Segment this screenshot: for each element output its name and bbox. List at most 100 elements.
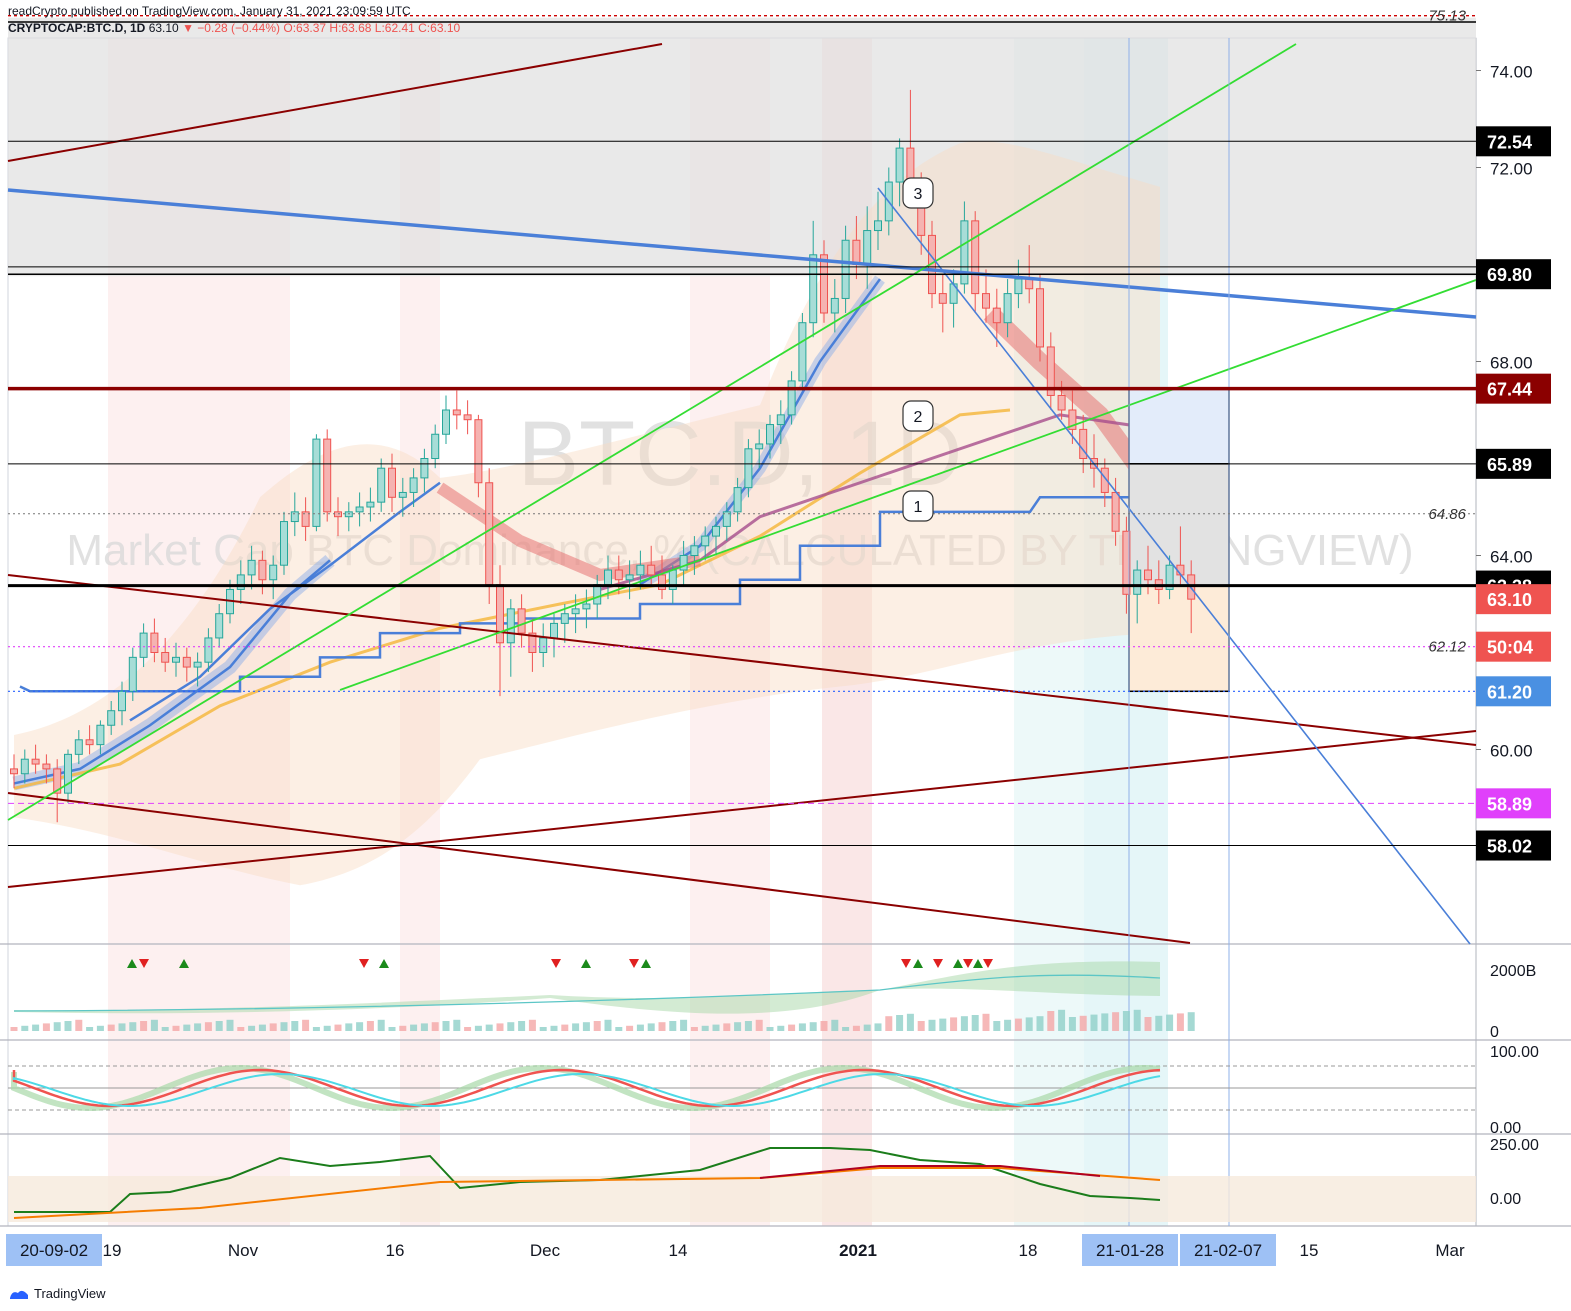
- osc-red-line: [759, 1165, 1101, 1179]
- price-label-text: 58.89: [1487, 794, 1532, 814]
- candle: [874, 191, 882, 250]
- signal-up-icon: [581, 959, 591, 968]
- volume-bar: [474, 1025, 482, 1031]
- volume-bar: [896, 1015, 904, 1031]
- wave-label-box: [902, 177, 934, 209]
- volume-bar: [96, 1025, 104, 1031]
- wave-label-box: [902, 490, 934, 522]
- volume-bar: [539, 1027, 547, 1031]
- candle: [517, 594, 526, 648]
- candle-body: [355, 506, 364, 513]
- time-highlight-label: 20-09-02: [20, 1241, 88, 1260]
- candle-body: [193, 661, 202, 668]
- footer-brand[interactable]: TradingView: [8, 1286, 106, 1301]
- candle: [658, 555, 666, 600]
- volume-bar: [820, 1021, 828, 1031]
- candle-body: [323, 438, 332, 513]
- price-label-text: 65.89: [1487, 455, 1532, 475]
- volume-cloud: [14, 961, 1160, 1014]
- candle: [409, 468, 418, 507]
- candle: [420, 448, 429, 493]
- stoch-d-line: [12, 1068, 1161, 1108]
- candle: [20, 749, 29, 784]
- signal-down-icon: [963, 959, 973, 968]
- candle-body: [776, 414, 785, 426]
- candle-body: [10, 768, 18, 775]
- volume-tick-label: 0: [1490, 1024, 1499, 1041]
- candle-body: [863, 230, 872, 266]
- wave-labels: 1 2 3: [902, 177, 934, 522]
- candle-body: [377, 467, 386, 503]
- grid-lines: [0, 37, 1571, 1227]
- candle: [474, 414, 483, 498]
- candle-body: [172, 656, 180, 663]
- candle-body: [593, 584, 602, 605]
- candle: [506, 599, 515, 677]
- candle: [776, 400, 785, 444]
- candle: [452, 390, 461, 430]
- volume-bar: [917, 1021, 925, 1031]
- candle-body: [280, 521, 288, 566]
- drawing-overlays: [8, 17, 1476, 886]
- candle-body: [398, 491, 407, 498]
- candle: [182, 647, 191, 682]
- stoch-signal-line: [13, 1072, 1161, 1108]
- volume-bar: [302, 1019, 310, 1031]
- volume-bar: [550, 1025, 558, 1031]
- price-change: −0.28 (−0.44%): [197, 21, 281, 35]
- candle: [323, 429, 332, 522]
- candle: [31, 744, 40, 774]
- candle-body: [388, 467, 396, 498]
- signal-up-icon: [953, 959, 963, 968]
- volume-bar: [669, 1021, 677, 1031]
- volume-bar: [86, 1027, 94, 1031]
- candle: [766, 414, 774, 459]
- signal-down-icon: [551, 959, 561, 968]
- volume-bar: [1068, 1017, 1076, 1031]
- inline-level-label: 62.12: [1428, 639, 1466, 656]
- volume-bar: [582, 1022, 590, 1031]
- trendline-mid-dark: [7, 574, 1477, 746]
- candle: [85, 725, 94, 755]
- candle: [10, 754, 18, 789]
- candle-body: [269, 564, 278, 581]
- candle: [463, 400, 472, 435]
- candle-body: [701, 535, 710, 547]
- signal-down-icon: [629, 959, 639, 968]
- trendline-rising-dark: [7, 730, 1477, 888]
- candle-body: [787, 380, 796, 416]
- candle-body: [1133, 569, 1142, 595]
- candle-body: [128, 656, 137, 692]
- volume-bar: [809, 1022, 817, 1031]
- volume-bar: [356, 1022, 364, 1031]
- volume-bar: [1090, 1014, 1098, 1031]
- candle-body: [474, 419, 483, 484]
- candle: [571, 594, 580, 634]
- volume-bar: [280, 1022, 288, 1031]
- ma-line-purple: [599, 413, 1161, 591]
- candle-body: [161, 652, 170, 663]
- time-highlight-box: [1082, 1234, 1178, 1266]
- candle-body: [938, 293, 947, 304]
- wave-label-text: 2: [914, 409, 923, 426]
- price-label-box: [1476, 631, 1551, 662]
- time-highlight-label: 21-01-28: [1096, 1241, 1164, 1260]
- candle-body: [550, 622, 558, 639]
- volume-bar: [842, 1027, 850, 1031]
- candle-body: [982, 293, 990, 309]
- volume-bar: [1122, 1011, 1130, 1031]
- volume-bar: [399, 1025, 407, 1031]
- candle: [485, 468, 494, 604]
- price-label-text: 67.44: [1487, 380, 1532, 400]
- inline-level-label: 64.86: [1428, 506, 1466, 523]
- candle: [96, 720, 105, 755]
- candle-body: [809, 254, 818, 324]
- volume-bar: [1014, 1018, 1022, 1031]
- volume-bar: [420, 1023, 428, 1031]
- signal-up-icon: [973, 959, 983, 968]
- volume-bar: [831, 1019, 839, 1031]
- candle-body: [452, 409, 461, 416]
- signal-up-icon: [379, 959, 389, 968]
- volume-bar: [161, 1027, 169, 1031]
